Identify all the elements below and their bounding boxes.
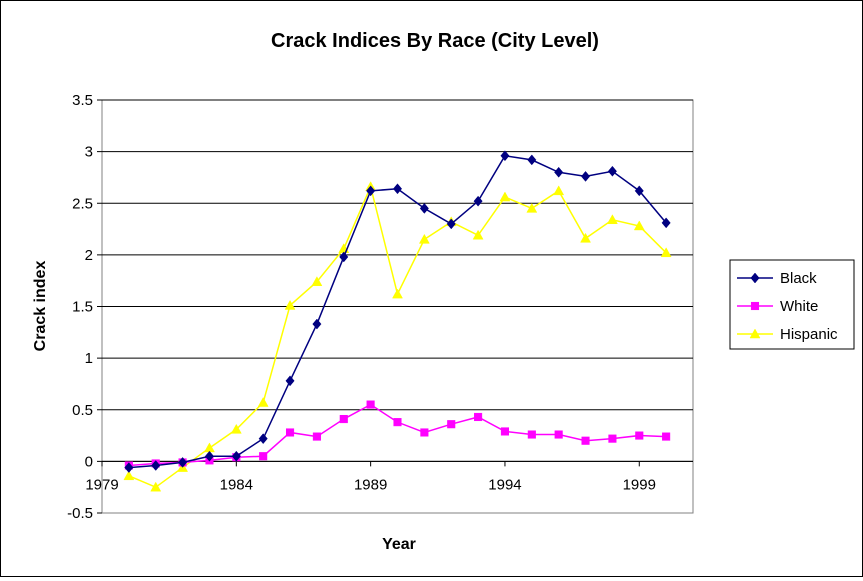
series-layer — [123, 150, 672, 492]
legend-item-black: Black — [737, 270, 817, 287]
data-point — [580, 232, 591, 243]
data-point — [527, 430, 536, 439]
data-point — [662, 432, 671, 441]
x-tick-label: 1999 — [623, 476, 656, 493]
data-point — [339, 414, 348, 424]
data-point — [339, 251, 349, 263]
data-point — [634, 185, 644, 197]
legend-label: Black — [780, 270, 817, 287]
y-tick-label: 3 — [85, 144, 93, 161]
data-point — [499, 191, 511, 202]
y-axis: -0.5 0 0.5 1 1.5 2 2.5 3 3.5 — [67, 92, 102, 522]
y-tick-label: 3.5 — [72, 92, 93, 109]
data-point — [446, 218, 456, 230]
data-point — [660, 247, 672, 258]
data-point — [419, 203, 429, 214]
plot-area: 1979 1984 1989 1994 1999 -0.5 0 0.5 1 1.5 2 2.5 3 3.… — [67, 92, 694, 522]
data-point — [554, 430, 563, 439]
legend-marker — [750, 301, 760, 311]
y-tick-label: 1 — [85, 350, 93, 367]
series-black — [124, 150, 671, 473]
data-point — [392, 183, 403, 195]
data-point — [258, 433, 268, 445]
data-point — [393, 418, 402, 427]
data-point — [553, 185, 565, 196]
data-point — [420, 428, 429, 437]
data-point — [312, 318, 322, 330]
legend-marker — [749, 328, 761, 339]
legend-label: Hispanic — [780, 326, 838, 343]
data-point — [124, 462, 134, 473]
data-point — [447, 420, 456, 429]
data-point — [418, 233, 430, 244]
data-point — [259, 452, 268, 461]
gridlines — [102, 99, 693, 462]
data-point — [392, 288, 403, 299]
y-axis-title: Crack index — [32, 261, 49, 352]
data-point — [500, 150, 510, 162]
x-tick-label: 1989 — [354, 476, 387, 493]
data-point — [554, 166, 564, 178]
y-tick-label: 2 — [85, 247, 93, 264]
series-hispanic — [123, 181, 672, 492]
series-white — [124, 400, 671, 470]
data-point — [635, 431, 644, 440]
data-point — [312, 432, 321, 441]
data-point — [366, 400, 375, 409]
data-point — [472, 229, 484, 240]
y-tick-label: 1.5 — [72, 299, 93, 316]
data-point — [527, 154, 537, 166]
data-point — [150, 481, 162, 492]
data-point — [581, 171, 591, 182]
x-tick-label: 1984 — [220, 476, 253, 493]
data-point — [581, 436, 590, 445]
data-point — [123, 470, 135, 481]
chart-title: Crack Indices By Race (City Level) — [271, 30, 599, 52]
legend-item-white: White — [737, 298, 818, 315]
data-point — [473, 195, 483, 207]
data-point — [661, 217, 671, 229]
data-point — [474, 412, 483, 422]
x-axis-title: Year — [382, 536, 416, 553]
y-tick-label: -0.5 — [67, 505, 93, 522]
y-tick-label: 0.5 — [72, 402, 93, 419]
data-point — [285, 428, 295, 437]
x-tick-label: 1979 — [85, 476, 118, 493]
data-point — [366, 185, 376, 197]
data-point — [311, 276, 323, 286]
data-point — [606, 214, 618, 225]
data-point — [178, 457, 188, 468]
data-point — [284, 299, 296, 310]
data-point — [526, 202, 538, 213]
y-tick-label: 2.5 — [72, 195, 93, 212]
data-point — [500, 427, 510, 436]
data-point — [204, 450, 214, 462]
data-point — [607, 165, 617, 177]
legend: Black White Hispanic — [729, 259, 855, 350]
data-point — [230, 423, 242, 434]
y-tick-label: 0 — [85, 453, 93, 470]
data-point — [257, 397, 269, 407]
legend-label: White — [780, 298, 818, 315]
legend-item-hispanic: Hispanic — [737, 326, 838, 343]
x-tick-label: 1994 — [488, 476, 521, 493]
data-point — [285, 375, 295, 387]
x-axis: 1979 1984 1989 1994 1999 — [85, 460, 693, 493]
data-point — [204, 442, 215, 453]
data-point — [231, 450, 241, 462]
data-point — [151, 460, 161, 471]
data-point — [633, 220, 645, 231]
legend-marker — [750, 272, 760, 284]
data-point — [608, 434, 617, 443]
